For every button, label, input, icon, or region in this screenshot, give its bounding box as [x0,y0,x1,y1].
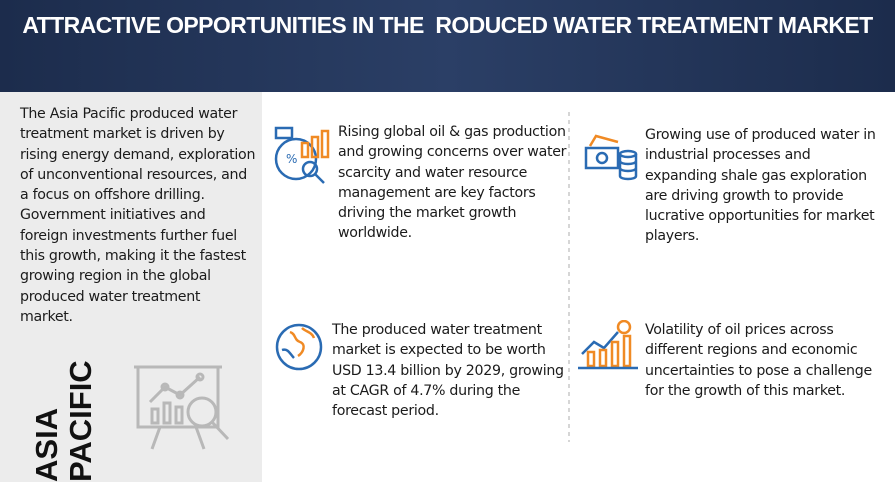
region-description: The Asia Pacific produced water treatmen… [20,106,256,325]
opportunity-text: Rising global oil & gas production and g… [338,124,567,242]
region-label: ASIA PACIFIC [29,360,98,482]
svg-text:%: % [286,152,297,166]
growth-icon: % [274,126,330,184]
divider [568,112,570,442]
opportunity-text: Growing use of produced water in industr… [645,127,876,245]
analytics-icon [134,365,230,450]
globe-icon [275,323,323,371]
opportunity-text: Volatility of oil prices across differen… [645,322,872,399]
money-icon [584,134,638,181]
title: ATTRACTIVE OPPORTUNITIES IN THE RODUCED … [22,12,873,38]
chart-icon [578,320,638,370]
header: ATTRACTIVE OPPORTUNITIES IN THE RODUCED … [0,0,895,92]
opportunity-text: The produced water treatment market is e… [332,322,564,420]
left-panel: The Asia Pacific produced water treatmen… [0,92,262,482]
